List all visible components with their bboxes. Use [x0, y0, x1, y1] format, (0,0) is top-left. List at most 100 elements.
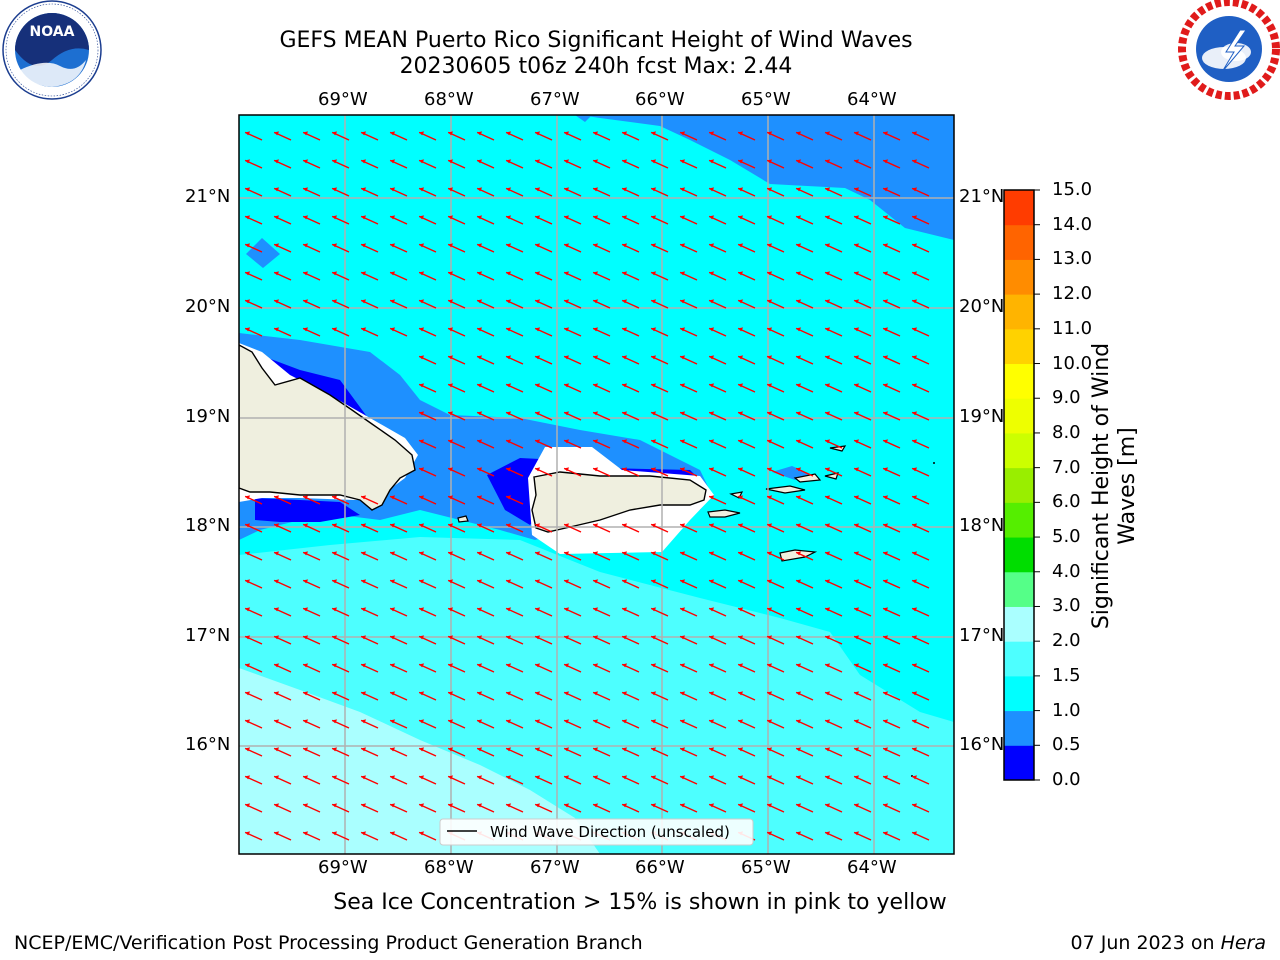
wave-arrow-head	[622, 635, 628, 640]
wave-arrow-head	[332, 243, 338, 248]
lat-label-right: 19°N	[959, 406, 1005, 427]
wave-arrow-head	[506, 439, 512, 444]
wave-arrow-head	[709, 411, 715, 416]
wave-arrow-head	[767, 551, 773, 556]
wave-arrow-head	[361, 691, 367, 696]
wave-arrow-head	[274, 299, 280, 304]
wave-arrow-head	[854, 551, 860, 556]
wave-arrow-head	[303, 215, 309, 220]
wave-arrow-head	[680, 131, 686, 136]
wave-arrow-head	[883, 663, 889, 668]
wave-arrow-head	[477, 551, 483, 556]
wave-arrow-head	[796, 187, 802, 192]
wave-arrow-head	[419, 775, 425, 780]
wave-arrow-head	[506, 663, 512, 668]
wave-arrow-head	[767, 831, 773, 836]
wave-arrow-head	[303, 243, 309, 248]
wave-arrow-head	[709, 215, 715, 220]
wave-arrow-head	[651, 747, 657, 752]
wave-arrow-head	[825, 243, 831, 248]
wave-arrow-head	[477, 495, 483, 500]
wave-arrow-head	[622, 803, 628, 808]
wave-arrow-head	[738, 719, 744, 724]
wave-arrow-head	[390, 523, 396, 528]
colorbar-tick-label: 2.0	[1052, 630, 1081, 652]
wave-arrow-head	[361, 243, 367, 248]
wave-arrow-head	[477, 327, 483, 332]
wave-arrow-head	[912, 607, 918, 612]
wave-arrow-head	[332, 579, 338, 584]
wave-arrow-head	[477, 271, 483, 276]
wave-arrow-head	[912, 579, 918, 584]
wave-field-2-3	[239, 668, 600, 854]
wave-arrow-head	[506, 271, 512, 276]
wave-arrow-head	[883, 467, 889, 472]
wave-arrow-head	[332, 215, 338, 220]
wave-arrow-head	[622, 215, 628, 220]
wave-arrow-head	[883, 803, 889, 808]
wave-arrow-head	[245, 187, 251, 192]
wave-arrow-head	[361, 131, 367, 136]
wave-arrow-head	[651, 607, 657, 612]
wave-arrow-head	[796, 523, 802, 528]
wave-arrow-head	[332, 327, 338, 332]
wave-arrow-head	[361, 215, 367, 220]
wave-arrow-head	[564, 551, 570, 556]
wave-arrow-head	[738, 775, 744, 780]
wave-arrow-head	[883, 523, 889, 528]
wave-arrow-head	[738, 523, 744, 528]
wave-arrow-head	[738, 551, 744, 556]
wave-arrow-head	[593, 243, 599, 248]
wave-arrow-head	[274, 579, 280, 584]
wave-arrow-head	[419, 803, 425, 808]
wave-arrow-head	[361, 831, 367, 836]
wave-arrow-head	[912, 523, 918, 528]
wave-arrow-head	[767, 411, 773, 416]
wave-arrow-head	[709, 467, 715, 472]
wave-arrow-head	[883, 607, 889, 612]
wave-arrow-head	[274, 187, 280, 192]
wave-arrow-head	[651, 131, 657, 136]
wave-arrow-head	[767, 271, 773, 276]
wave-arrow-head	[912, 719, 918, 724]
wave-arrow-head	[564, 355, 570, 360]
wave-arrow-head	[854, 467, 860, 472]
wave-arrow-head	[622, 187, 628, 192]
wave-arrow-head	[680, 159, 686, 164]
wave-arrow-head	[593, 327, 599, 332]
wave-arrow-head	[680, 803, 686, 808]
wave-arrow-head	[361, 187, 367, 192]
wave-arrow-head	[680, 271, 686, 276]
wave-arrow-head	[680, 775, 686, 780]
wave-arrow-head	[274, 271, 280, 276]
wave-arrow-head	[883, 635, 889, 640]
wave-arrow-head	[825, 607, 831, 612]
wave-arrow-head	[738, 271, 744, 276]
wave-arrow-head	[390, 691, 396, 696]
lon-label-top: 68°W	[424, 89, 474, 110]
wave-arrow-head	[274, 635, 280, 640]
wave-arrow-head	[622, 131, 628, 136]
wave-arrow-head	[796, 691, 802, 696]
wave-arrow-head	[709, 607, 715, 612]
wave-arrow-head	[564, 299, 570, 304]
wave-arrow-head	[796, 383, 802, 388]
wave-arrow-head	[332, 187, 338, 192]
wave-arrow-head	[448, 467, 454, 472]
colorbar-segment	[1004, 710, 1034, 746]
wave-arrow-head	[767, 327, 773, 332]
wave-arrow-head	[477, 411, 483, 416]
wave-arrow-head	[622, 383, 628, 388]
wave-arrow-head	[622, 439, 628, 444]
wave-arrow-head	[506, 131, 512, 136]
wave-arrow-head	[390, 831, 396, 836]
wave-arrow-head	[854, 439, 860, 444]
wave-arrow-head	[796, 775, 802, 780]
map-subtitle: 20230605 t06z 240h fcst Max: 2.44	[399, 54, 793, 79]
wave-arrow-head	[448, 551, 454, 556]
wave-arrow-head	[245, 803, 251, 808]
wave-arrow-head	[680, 579, 686, 584]
wave-arrow-head	[419, 187, 425, 192]
wave-arrow-head	[767, 243, 773, 248]
wave-arrow-head	[709, 159, 715, 164]
